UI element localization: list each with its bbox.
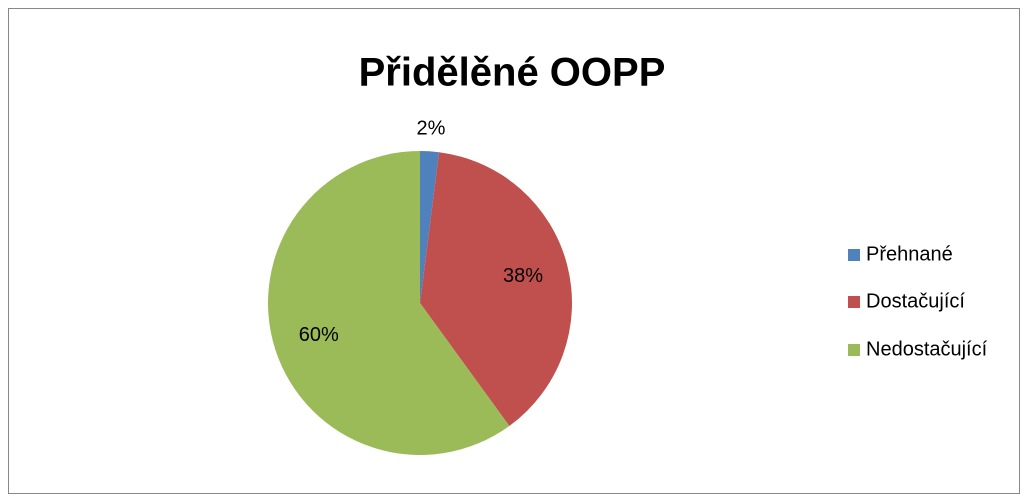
chart-title: Přidělěné OOPP — [359, 51, 666, 95]
legend-label: Dostačující — [866, 290, 965, 312]
data-label: 60% — [299, 324, 339, 346]
data-label: 38% — [503, 265, 543, 287]
legend-label: Přehnané — [866, 243, 953, 265]
legend-swatch — [848, 296, 860, 308]
legend-label: Nedostačující — [866, 338, 988, 360]
pie-slice — [267, 151, 510, 456]
data-label: 2% — [416, 118, 445, 140]
pie-slice — [420, 152, 572, 426]
legend-swatch — [848, 249, 860, 261]
legend-swatch — [848, 344, 860, 356]
pie-slice — [420, 151, 440, 303]
